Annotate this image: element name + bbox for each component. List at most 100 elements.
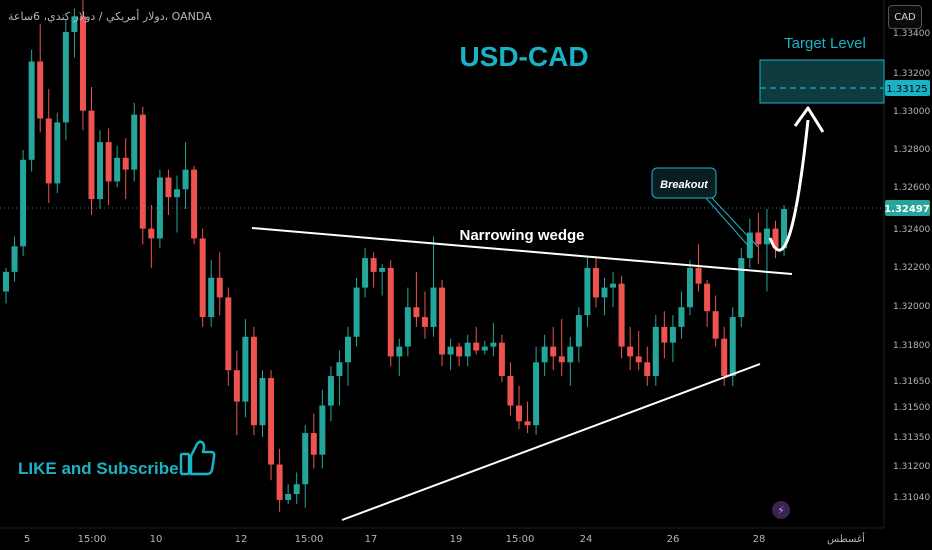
candle-body [738,258,745,318]
candle-body [45,118,52,184]
candle-body [3,271,9,292]
candle-body [293,484,300,495]
candle-body [533,362,540,426]
price-tick-label: 1.32800 [893,145,930,155]
candle-body [618,283,625,347]
price-axis: 1.33400 1.33200 1.33000 1.32800 1.32600 1.324… [893,29,930,503]
candle-body [20,159,27,247]
candle-body [310,433,317,455]
candle-body [327,376,334,406]
candle-body [456,346,463,357]
candle-body [250,336,257,426]
time-tick-label: أغسطس [827,532,865,545]
candle-body [97,142,104,200]
price-tick-label: 1.31650 [893,377,930,387]
candle-body [319,405,326,455]
flash-icon[interactable]: ⚡ [772,501,790,519]
candle-body [114,157,121,182]
candle-body [669,326,676,343]
candle-body [627,346,634,357]
time-tick-label: 15:00 [78,534,107,545]
time-tick-label: 17 [365,534,378,545]
target-price-tag [885,80,930,96]
promo-text: LIKE and Subscribe [18,459,179,478]
candle-body [704,283,711,312]
candle-body [156,177,163,239]
candle-body [404,307,411,347]
candle-body [439,287,446,355]
time-tick-label: 5 [24,534,30,545]
chart-title: USD-CAD [459,41,588,72]
candle-body [516,405,522,422]
candle-body [131,114,138,170]
candle-body [139,114,146,229]
candle-body [387,267,394,357]
candle-body [567,346,574,363]
candle-body [413,307,420,318]
candle-body [687,267,693,308]
candle-body [182,169,189,190]
candle-body [353,287,360,337]
candle-body [199,238,206,318]
candle-body [302,433,309,485]
candles-layer [3,0,788,512]
currency-button[interactable]: CAD [888,5,922,29]
last-price-text: 1.32497 [884,204,930,215]
candle-body [541,346,548,363]
price-tick-label: 1.33400 [893,29,930,39]
wedge-label: Narrowing wedge [459,227,584,244]
candle-body [165,177,172,198]
time-tick-label: 15:00 [295,534,324,545]
candle-body [345,336,351,363]
candle-body [644,362,651,377]
candle-body [781,208,788,249]
candle-body [174,189,180,198]
candle-body [550,346,557,357]
price-tick-label: 1.32200 [893,263,930,273]
time-tick-label: 28 [753,534,766,545]
time-tick-label: 10 [150,534,163,545]
breakout-pointer-1 [705,197,753,251]
candle-body [447,346,454,355]
candle-body [421,317,428,327]
candle-body [575,315,582,347]
candle-body [62,32,69,123]
thumbs-up-icon [179,440,216,476]
candle-body [79,16,86,111]
breakout-label: Breakout [660,179,709,191]
candle-body [430,287,437,327]
candle-body [37,61,44,119]
breakout-pointer-2 [711,197,759,248]
target-level-label: Target Level [784,35,866,52]
candle-body [225,297,232,371]
candle-body [661,326,668,343]
time-tick-label: 12 [235,534,248,545]
candle-body [507,376,514,406]
price-tick-label: 1.32600 [893,183,930,193]
candle-body [88,110,95,200]
target-price-text: 1.33125 [886,84,927,95]
price-tick-label: 1.31350 [893,433,930,443]
candle-body [54,122,61,184]
time-tick-label: 19 [450,534,463,545]
candle-body [268,378,275,465]
candle-body [370,258,377,272]
candle-body [678,307,685,327]
candle-body [473,342,480,351]
candle-body [498,342,505,377]
target-zone [759,59,885,104]
candle-body [379,267,386,272]
candle-body [464,342,471,357]
candle-body [28,61,35,160]
candle-body [729,317,736,377]
candle-body [712,311,719,339]
time-tick-label: 26 [667,534,680,545]
candle-body [755,232,762,245]
candle-body [242,336,249,402]
candle-body [746,232,753,259]
candle-body [695,267,702,284]
candle-body [259,378,266,426]
candle-body [601,287,608,298]
candle-body [721,338,728,377]
